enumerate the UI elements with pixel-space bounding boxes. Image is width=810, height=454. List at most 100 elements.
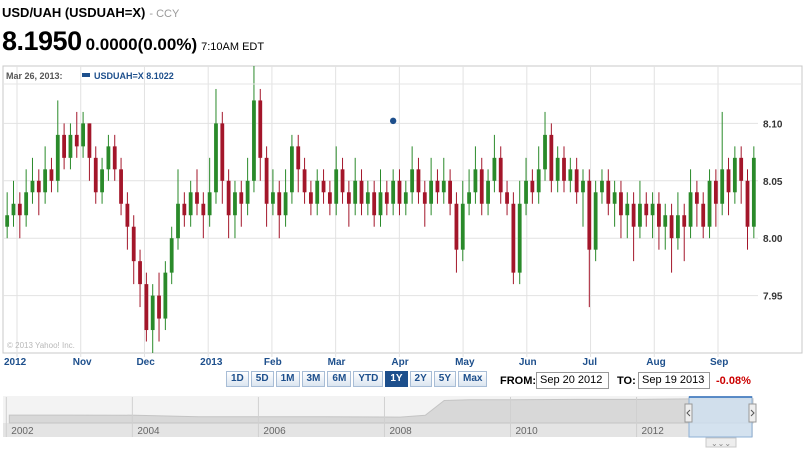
candle-body (36, 180, 41, 193)
candle-body (688, 192, 693, 227)
x-tick-label: 2013 (200, 357, 223, 368)
y-tick-label: 7.95 (763, 292, 783, 303)
timeline-navigator[interactable]: 2002 2004 2006 2008 2010 2012 ⌄⌄⌄ (0, 394, 810, 454)
candle-body (498, 157, 503, 193)
candle-body (631, 203, 636, 227)
candle-body (441, 180, 446, 193)
candle-body (751, 157, 756, 227)
quote-row: 8.1950 0.0000(0.00%) 7:10AM EDT (2, 26, 264, 58)
tooltip-date: Mar 26, 2013: (6, 71, 63, 81)
candle-body (201, 203, 206, 216)
candle-body (87, 123, 92, 158)
x-tick-label: Apr (391, 357, 408, 368)
candle-body (555, 157, 560, 181)
range-button-5d[interactable]: 5D (250, 371, 274, 387)
candle-body (682, 215, 687, 227)
candle-body (334, 169, 339, 204)
candle-body (543, 134, 547, 170)
candle-body (138, 261, 142, 285)
copyright-watermark: © 2013 Yahoo! Inc. (7, 341, 75, 350)
candle-body (49, 169, 54, 181)
navigator-year-label: 2002 (11, 426, 34, 437)
candle-body (17, 203, 22, 216)
candle-body (372, 192, 377, 216)
range-button-1y[interactable]: 1Y (385, 371, 408, 387)
candle-body (296, 146, 301, 170)
range-button-ytd[interactable]: YTD (353, 371, 384, 387)
candle-body (195, 192, 199, 204)
candle-body (720, 169, 725, 204)
range-button-6m[interactable]: 6M (327, 371, 352, 387)
candle-body (5, 215, 10, 227)
candle-body (454, 203, 459, 250)
candle-body (410, 169, 415, 193)
quote-time: 7:10AM EDT (201, 41, 265, 53)
price-change: 0.0000(0.00%) (85, 35, 198, 54)
candle-body (30, 180, 35, 193)
range-button-max[interactable]: Max (458, 371, 488, 387)
candle-body (638, 203, 642, 227)
candle-body (239, 192, 244, 204)
to-date-input[interactable]: Sep 19 2013 (638, 372, 710, 389)
plot-frame (2, 65, 803, 354)
candle-body (308, 192, 313, 204)
candle-body (650, 203, 655, 216)
range-button-1m[interactable]: 1M (275, 371, 300, 387)
x-tick-label: Jul (583, 357, 598, 368)
navigator-right-handle[interactable] (748, 403, 757, 423)
navigator-year-label: 2012 (642, 426, 665, 437)
candle-body (315, 180, 320, 204)
candle-body (207, 192, 212, 216)
candle-body (612, 192, 617, 204)
range-button-2y[interactable]: 2Y (409, 371, 432, 387)
candle-body (220, 123, 225, 181)
candle-body (739, 157, 744, 181)
candle-body (581, 180, 585, 193)
from-label: FROM: (500, 375, 537, 387)
x-tick-label: Jun (519, 357, 537, 368)
candle-body (106, 146, 111, 170)
x-tick-label: Dec (136, 357, 155, 368)
right-handle-arrow-icon (750, 409, 755, 417)
range-button-1d[interactable]: 1D (226, 371, 249, 387)
candle-body (271, 192, 275, 204)
candle-body (606, 180, 611, 204)
candle-body (150, 295, 155, 331)
candle-body (619, 192, 623, 216)
candle-body (486, 180, 490, 204)
candle-body (169, 238, 174, 273)
candle-body (346, 192, 351, 204)
range-button-3m[interactable]: 3M (301, 371, 326, 387)
candle-body (429, 180, 434, 204)
candle-body (524, 180, 528, 204)
price-chart[interactable]: 8.10 8.05 8.00 7.95 2012 Nov Dec 2013 Feb Mar Apr… (0, 64, 810, 374)
candle-body (182, 203, 187, 216)
candle-body (448, 180, 453, 204)
from-date-input[interactable]: Sep 20 2012 (536, 372, 609, 389)
candle-body (492, 157, 497, 181)
x-tick-label: Sep (710, 357, 728, 368)
candle-body (713, 180, 718, 204)
candle-body (625, 203, 630, 216)
range-button-5y[interactable]: 5Y (433, 371, 457, 387)
candle-body (391, 180, 396, 204)
candle-body (467, 192, 471, 204)
to-label: TO: (617, 375, 636, 387)
x-tick-label: Aug (646, 357, 665, 368)
navigator-left-handle[interactable] (684, 403, 693, 423)
navigator-year-label: 2010 (516, 426, 539, 437)
candle-body (732, 157, 737, 193)
candle-body (252, 100, 256, 181)
candle-body (694, 192, 699, 204)
candle-body (707, 180, 712, 227)
navigator-selection[interactable] (688, 396, 753, 438)
candle-body (479, 169, 484, 204)
candle-body (176, 203, 180, 239)
candle-body (321, 180, 326, 193)
candle-body (163, 272, 168, 319)
navigator-scroll-grip[interactable] (705, 437, 737, 448)
candle-body (365, 192, 370, 204)
candle-body (226, 180, 231, 216)
candle-body (214, 123, 218, 193)
candle-body (397, 180, 402, 204)
